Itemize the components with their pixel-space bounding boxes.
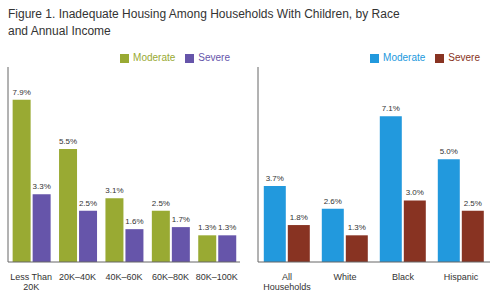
svg-text:3.7%: 3.7% [266,174,284,183]
svg-text:60K–80K: 60K–80K [152,272,189,282]
svg-text:2.5%: 2.5% [79,199,97,208]
svg-text:AllHouseholds: AllHouseholds [263,272,311,292]
html-text:Moderate: Moderate [133,52,176,63]
svg-text:40K–60K: 40K–60K [105,272,142,282]
html-text:and Annual Income: and Annual Income [8,24,111,38]
svg-text:White: White [333,272,356,282]
svg-text:1.6%: 1.6% [125,217,143,226]
svg-text:2.5%: 2.5% [464,199,482,208]
svg-text:1.3%: 1.3% [218,223,236,232]
html-text:Moderate: Moderate [383,52,426,63]
svg-text:1.3%: 1.3% [348,223,366,232]
svg-text:Hispanic: Hispanic [444,272,479,282]
svg-text:3.0%: 3.0% [406,188,424,197]
svg-text:3.3%: 3.3% [33,182,51,191]
svg-text:80K–100K: 80K–100K [196,272,238,282]
svg-text:Black: Black [392,272,415,282]
svg-text:7.1%: 7.1% [382,104,400,113]
svg-text:2.5%: 2.5% [152,199,170,208]
svg-text:1.7%: 1.7% [172,215,190,224]
svg-text:1.8%: 1.8% [290,213,308,222]
svg-text:1.3%: 1.3% [198,223,216,232]
svg-text:Less Than20K: Less Than20K [10,272,52,292]
html-text:Severe: Severe [198,52,230,63]
svg-text:5.5%: 5.5% [59,137,77,146]
svg-text:20K–40K: 20K–40K [59,272,96,282]
html-text:Severe: Severe [448,52,480,63]
html-text:Figure 1. Inadequate Housing A: Figure 1. Inadequate Housing Among House… [8,7,400,21]
svg-text:5.0%: 5.0% [440,147,458,156]
svg-text:7.9%: 7.9% [13,88,31,97]
svg-text:3.1%: 3.1% [105,186,123,195]
svg-text:2.6%: 2.6% [324,197,342,206]
